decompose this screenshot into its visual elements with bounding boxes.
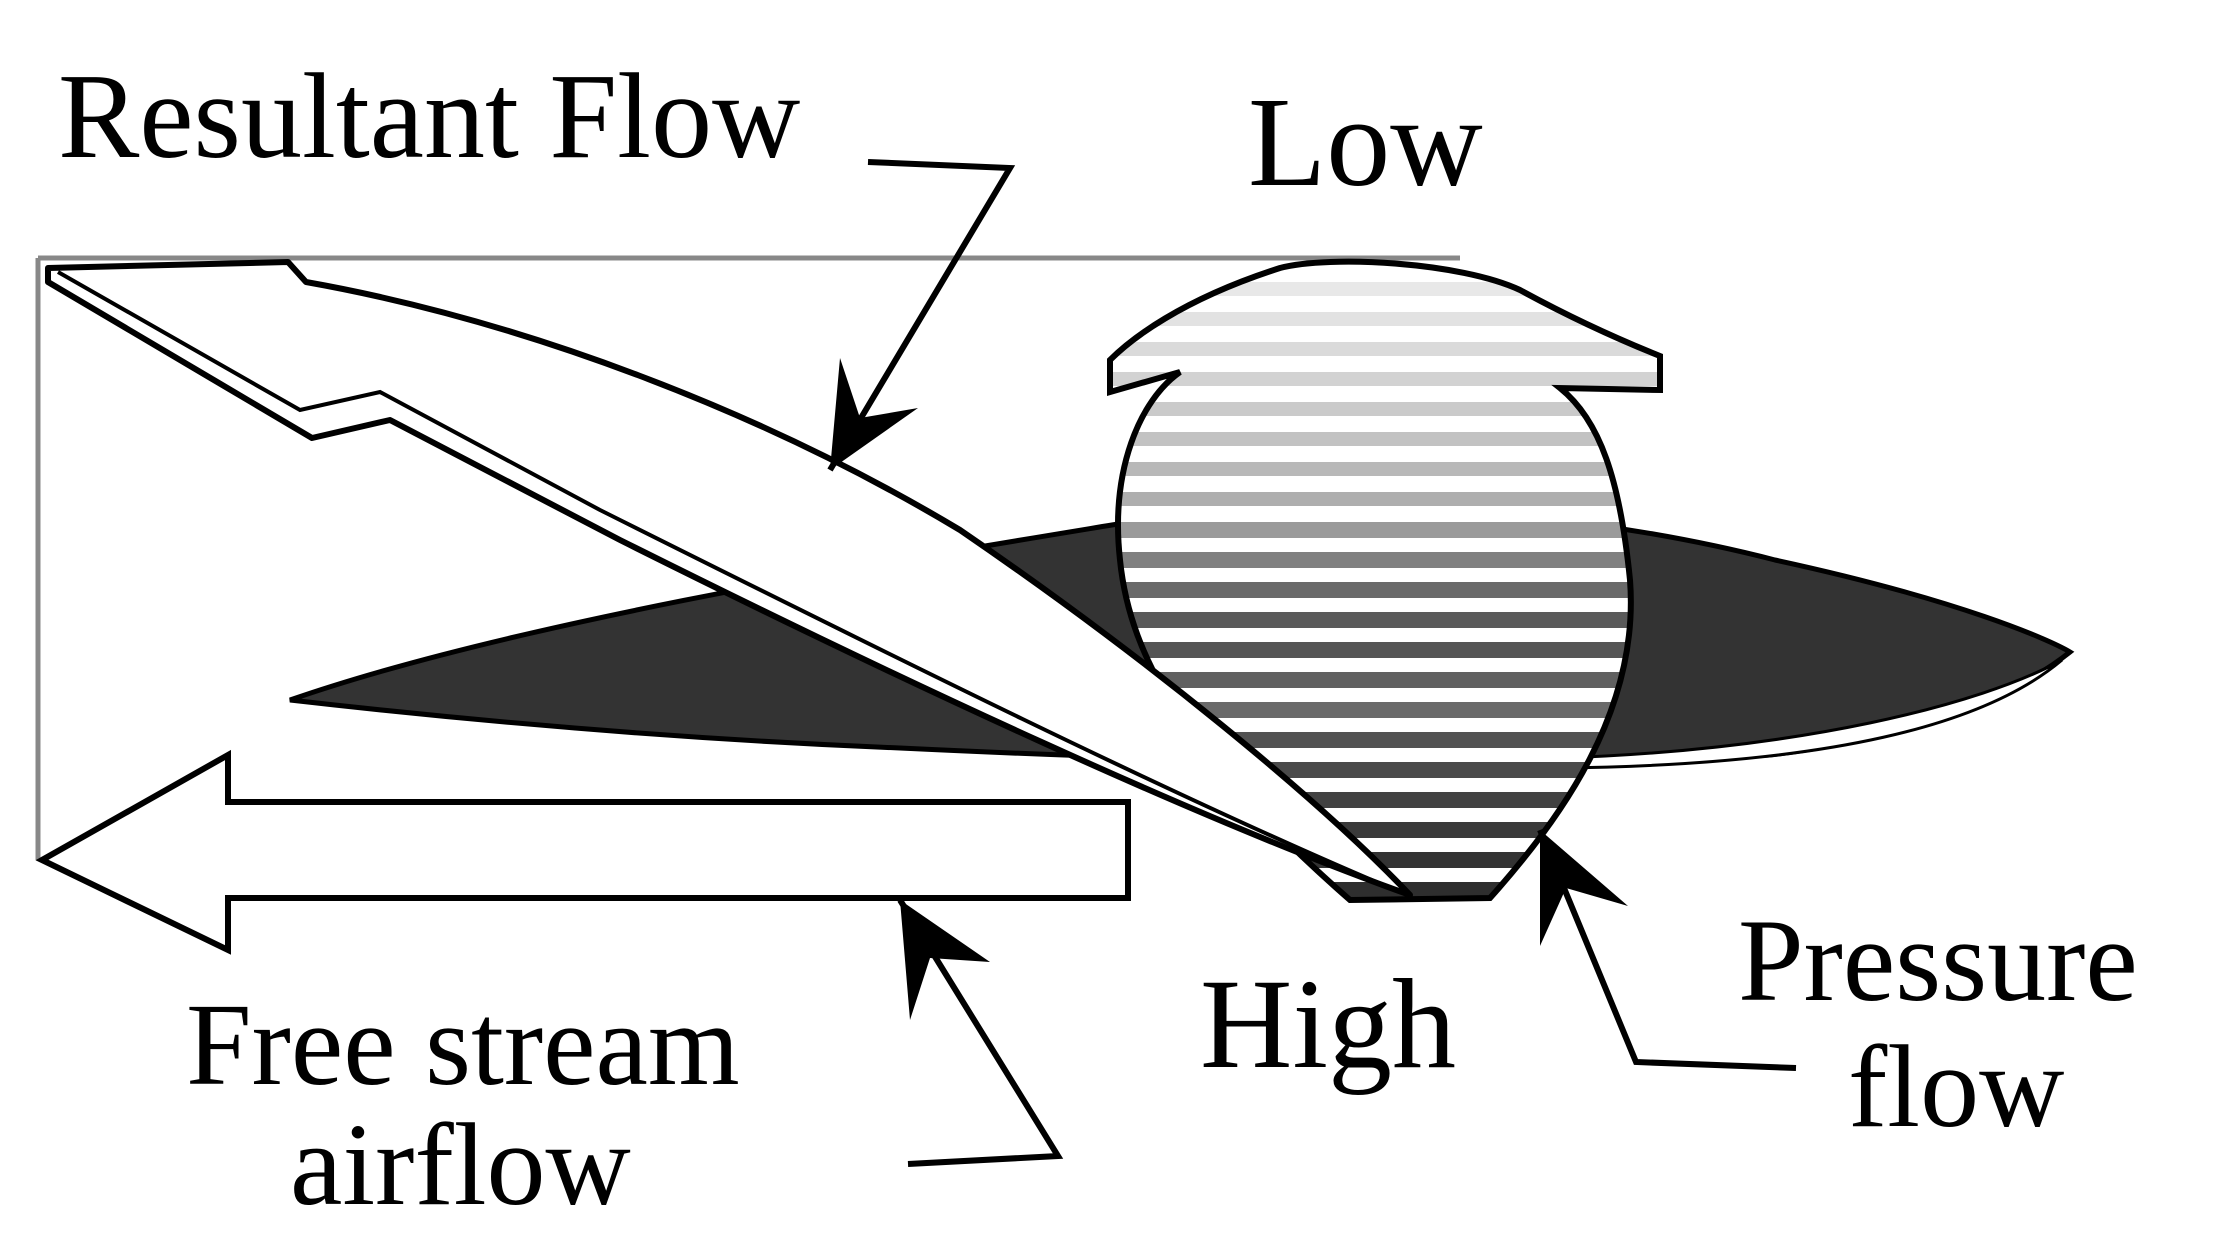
free-stream-label-line1: Free stream xyxy=(186,979,740,1110)
resultant-flow-inner-line xyxy=(57,270,1401,894)
high-pressure-label: High xyxy=(1200,953,1456,1095)
low-pressure-label: Low xyxy=(1248,71,1483,213)
pressure-flow-pointer xyxy=(1537,828,1797,1071)
pressure-stripes xyxy=(1110,282,1660,898)
pressure-flow-label-line1: Pressure xyxy=(1738,895,2138,1026)
airfoil-lower-highlight xyxy=(1558,658,2063,770)
free-stream-pointer xyxy=(897,898,1064,1167)
frame-lines xyxy=(35,255,1460,860)
resultant-flow-arrow xyxy=(45,259,1413,898)
free-stream-arrow xyxy=(35,749,1131,955)
resultant-flow-pointer xyxy=(827,159,1016,472)
pressure-bulb xyxy=(1107,258,1663,904)
free-stream-label-line2: airflow xyxy=(290,1099,631,1230)
pressure-flow-label-line2: flow xyxy=(1848,1021,2065,1152)
resultant-flow-label: Resultant Flow xyxy=(58,49,801,184)
